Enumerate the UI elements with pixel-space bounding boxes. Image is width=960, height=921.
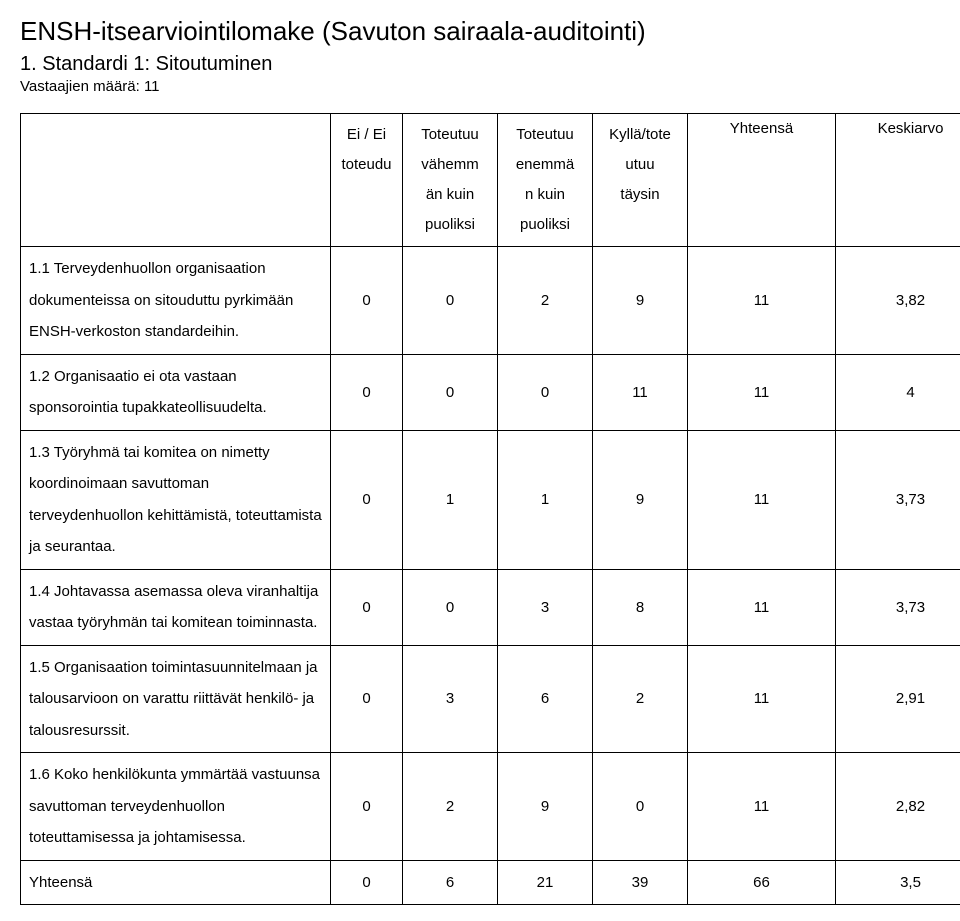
cell-value: 11: [688, 354, 836, 430]
cell-value: 9: [593, 247, 688, 355]
cell-value: 0: [331, 247, 403, 355]
cell-value: 0: [331, 354, 403, 430]
cell-value: 9: [498, 753, 593, 861]
row-label: 1.1 Terveydenhuollon organisaation dokum…: [21, 247, 331, 355]
cell-value: 0: [331, 430, 403, 569]
hdr-text: än kuin: [411, 180, 489, 210]
cell-value: 11: [688, 569, 836, 645]
hdr-text: Kyllä/tote: [601, 120, 679, 150]
hdr-text: Toteutuu: [506, 120, 584, 150]
hdr-text: enemmä: [506, 150, 584, 180]
total-cell: 21: [498, 860, 593, 905]
cell-value: 3: [498, 569, 593, 645]
cell-value: 0: [331, 569, 403, 645]
cell-value: 2,91: [836, 645, 960, 753]
hdr-text: täysin: [601, 180, 679, 210]
cell-value: 6: [498, 645, 593, 753]
hdr-text: puoliksi: [506, 210, 584, 240]
cell-value: 1: [498, 430, 593, 569]
cell-value: 11: [688, 247, 836, 355]
col-header-yhteensa: Yhteensä: [688, 114, 836, 247]
page-title: ENSH-itsearviointilomake (Savuton sairaa…: [20, 16, 940, 47]
hdr-text: utuu: [601, 150, 679, 180]
total-cell: 39: [593, 860, 688, 905]
row-label: 1.4 Johtavassa asemassa oleva viranhalti…: [21, 569, 331, 645]
cell-value: 3,82: [836, 247, 960, 355]
cell-value: 1: [403, 430, 498, 569]
cell-value: 3,73: [836, 569, 960, 645]
cell-value: 0: [593, 753, 688, 861]
row-label: 1.2 Organisaatio ei ota vastaan sponsoro…: [21, 354, 331, 430]
hdr-text: toteudu: [339, 150, 394, 180]
total-cell: 6: [403, 860, 498, 905]
col-header-vahemman: Toteutuu vähemm än kuin puoliksi: [403, 114, 498, 247]
cell-value: 0: [403, 247, 498, 355]
cell-value: 0: [403, 569, 498, 645]
row-label: 1.3 Työryhmä tai komitea on nimetty koor…: [21, 430, 331, 569]
cell-value: 11: [593, 354, 688, 430]
hdr-text: Toteutuu: [411, 120, 489, 150]
cell-value: 2: [498, 247, 593, 355]
cell-value: 0: [403, 354, 498, 430]
cell-value: 11: [688, 430, 836, 569]
cell-value: 2,82: [836, 753, 960, 861]
cell-value: 2: [403, 753, 498, 861]
total-cell: 66: [688, 860, 836, 905]
cell-value: 9: [593, 430, 688, 569]
col-header-kylla: Kyllä/tote utuu täysin: [593, 114, 688, 247]
col-header-enemman: Toteutuu enemmä n kuin puoliksi: [498, 114, 593, 247]
col-header-keskiarvo: Keskiarvo: [836, 114, 960, 247]
table-header-row: Ei / Ei toteudu Toteutuu vähemm än kuin …: [21, 114, 960, 247]
total-label: Yhteensä: [21, 860, 331, 905]
table-total-row: Yhteensä062139663,5: [21, 860, 960, 905]
hdr-text: puoliksi: [411, 210, 489, 240]
cell-value: 3,73: [836, 430, 960, 569]
table-row: 1.2 Organisaatio ei ota vastaan sponsoro…: [21, 354, 960, 430]
results-table: Ei / Ei toteudu Toteutuu vähemm än kuin …: [20, 113, 960, 905]
table-row: 1.4 Johtavassa asemassa oleva viranhalti…: [21, 569, 960, 645]
total-cell: 3,5: [836, 860, 960, 905]
table-row: 1.1 Terveydenhuollon organisaation dokum…: [21, 247, 960, 355]
table-row: 1.6 Koko henkilökunta ymmärtää vastuunsa…: [21, 753, 960, 861]
respondents-count: Vastaajien määrä: 11: [20, 78, 940, 95]
cell-value: 0: [498, 354, 593, 430]
cell-value: 0: [331, 645, 403, 753]
col-header-ei: Ei / Ei toteudu: [331, 114, 403, 247]
row-label: 1.6 Koko henkilökunta ymmärtää vastuunsa…: [21, 753, 331, 861]
hdr-text: Ei / Ei: [339, 120, 394, 150]
cell-value: 3: [403, 645, 498, 753]
col-header-label: [21, 114, 331, 247]
row-label: 1.5 Organisaation toimintasuunnitelmaan …: [21, 645, 331, 753]
table-row: 1.5 Organisaation toimintasuunnitelmaan …: [21, 645, 960, 753]
cell-value: 0: [331, 753, 403, 861]
cell-value: 8: [593, 569, 688, 645]
cell-value: 11: [688, 753, 836, 861]
cell-value: 4: [836, 354, 960, 430]
hdr-text: n kuin: [506, 180, 584, 210]
cell-value: 11: [688, 645, 836, 753]
table-row: 1.3 Työryhmä tai komitea on nimetty koor…: [21, 430, 960, 569]
section-title: 1. Standardi 1: Sitoutuminen: [20, 53, 940, 76]
total-cell: 0: [331, 860, 403, 905]
cell-value: 2: [593, 645, 688, 753]
hdr-text: vähemm: [411, 150, 489, 180]
